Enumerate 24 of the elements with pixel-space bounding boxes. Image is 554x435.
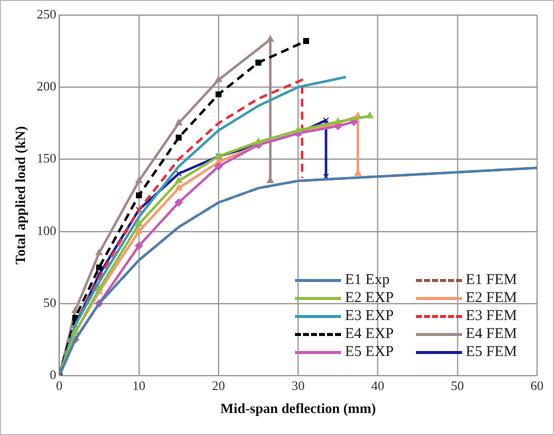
legend-label: E4 FEM [466, 326, 518, 344]
legend-label: E1 FEM [466, 272, 518, 290]
x-axis-title: Mid-span deflection (mm) [220, 402, 376, 418]
legend-label: E2 EXP [345, 290, 394, 308]
y-axis-title: Total applied load (kN) [14, 126, 30, 264]
y-tick-label: 200 [36, 78, 56, 94]
x-tick-label: 40 [371, 378, 384, 393]
x-tick-label: 50 [450, 378, 464, 393]
y-tick-label: 150 [36, 150, 56, 166]
x-tick-label: 60 [530, 378, 544, 393]
legend-label: E1 Exp [345, 272, 390, 290]
legend-label: E2 FEM [466, 290, 518, 308]
x-tick-label: 20 [212, 378, 226, 393]
y-tick-label: 100 [36, 222, 56, 238]
y-tick-label: 250 [36, 6, 56, 22]
x-tick-label: 30 [292, 378, 305, 393]
legend-label: E3 FEM [466, 308, 518, 326]
y-tick-label: 50 [43, 294, 56, 310]
legend-label: E5 FEM [466, 344, 518, 362]
legend-label: E4 EXP [345, 326, 394, 344]
legend-label: E3 EXP [345, 308, 394, 326]
y-tick-label: 0 [50, 367, 56, 382]
x-tick-label: 10 [132, 378, 146, 393]
legend-label: E5 EXP [345, 344, 394, 362]
